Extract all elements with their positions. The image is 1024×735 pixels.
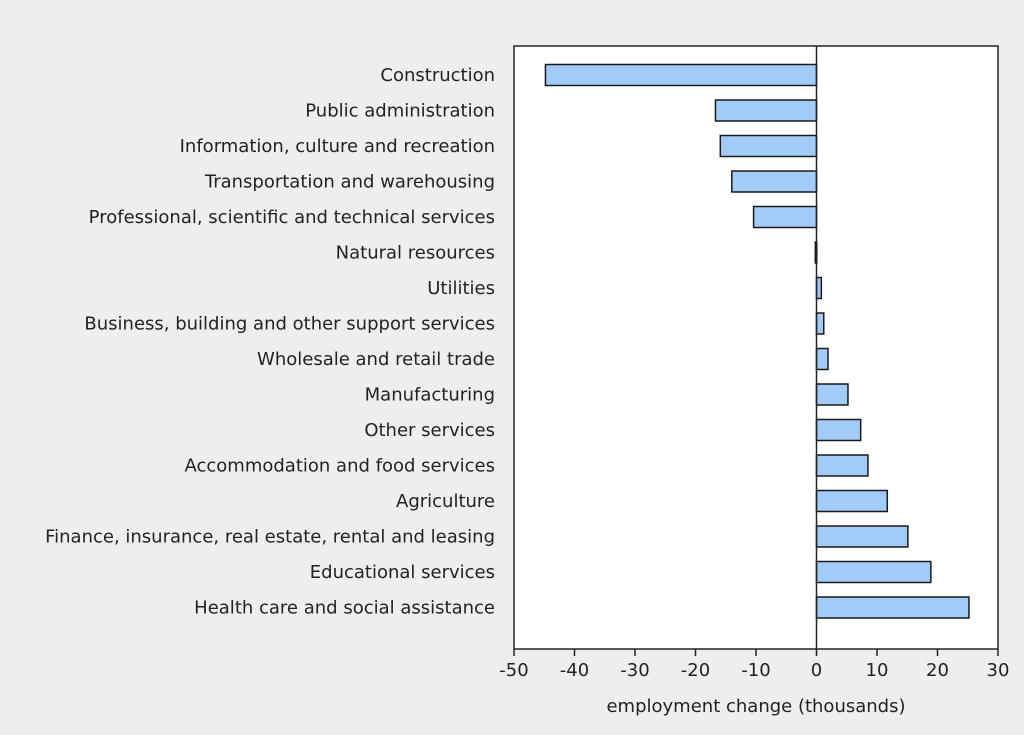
bar [815,560,932,584]
x-axis-ticks-group: -50 -40 -30 -20 -10 0 10 20 30 [499,649,1009,681]
bar [815,312,825,335]
category-label: Public administration [305,101,495,122]
bar [815,347,829,371]
bar [815,418,862,442]
bar [815,525,909,548]
category-label: Information, culture and recreation [180,136,495,157]
category-labels-group: Construction Public administration Informa… [45,65,495,619]
category-label: Finance, insurance, real estate, rental … [45,527,495,548]
bar [714,99,818,122]
category-label: Educational services [310,562,495,583]
bar [815,489,889,513]
category-label: Other services [364,420,495,441]
bar [719,134,818,158]
x-axis-title: employment change (thousands) [606,696,905,717]
x-tick-label: 0 [811,660,822,681]
x-tick-label: 20 [926,660,949,681]
bar [752,205,818,229]
x-tick-label: 10 [866,660,889,681]
bar [815,383,849,406]
category-label: Transportation and warehousing [204,172,495,193]
x-tick-label: 30 [987,660,1010,681]
bar [815,454,869,477]
bar [544,63,818,87]
category-label: Business, building and other support ser… [84,314,495,335]
category-label: Health care and social assistance [194,598,495,619]
x-tick-label: -20 [681,660,710,681]
category-label: Wholesale and retail trade [257,349,495,370]
category-label: Natural resources [336,243,495,264]
category-label: Utilities [427,278,495,299]
x-tick-label: -30 [620,660,649,681]
category-label: Professional, scientific and technical s… [89,207,495,228]
bar [731,170,818,193]
x-tick-label: -50 [499,660,528,681]
category-label: Accommodation and food services [185,456,496,477]
category-label: Construction [380,65,495,86]
category-label: Manufacturing [365,385,495,406]
category-label: Agriculture [396,491,495,512]
bar [815,596,970,619]
x-tick-label: -40 [560,660,589,681]
x-tick-label: -10 [741,660,770,681]
